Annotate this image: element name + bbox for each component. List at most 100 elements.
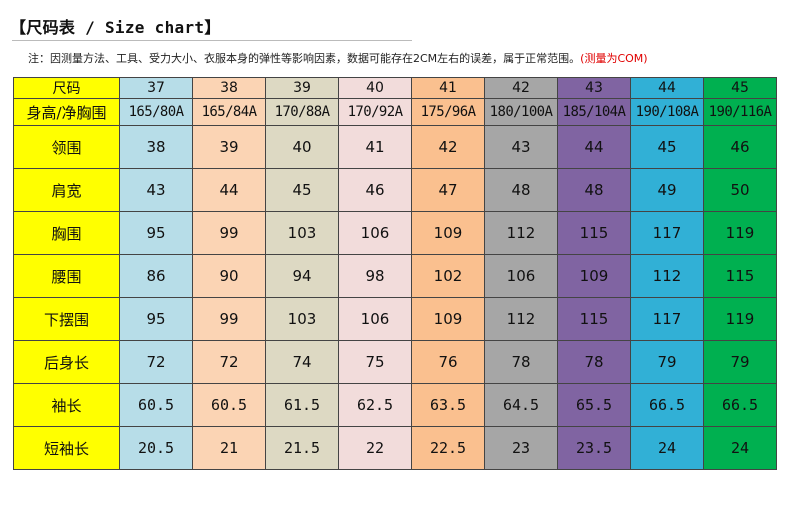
row-label: 领围: [13, 125, 120, 169]
table-cell: 21: [192, 426, 266, 470]
table-cell: 95: [119, 297, 193, 341]
table-row: 下摆围 95 99 103 106 109 112 115 117 119: [13, 297, 777, 341]
table-cell: 62.5: [338, 383, 412, 427]
table-cell: 24: [630, 426, 704, 470]
measurement-note: 注：因测量方法、工具、受力大小、衣服本身的弹性等影响因素，数据可能存在2CM左右…: [28, 50, 648, 66]
table-cell: 23: [484, 426, 558, 470]
table-row: 肩宽 43 44 45 46 47 48 48 49 50: [13, 168, 777, 212]
size-header-cell: 37: [119, 77, 193, 99]
table-cell: 102: [411, 254, 485, 298]
note-text: 注：因测量方法、工具、受力大小、衣服本身的弹性等影响因素，数据可能存在2CM左右…: [28, 52, 581, 65]
table-cell: 175/96A: [411, 98, 485, 126]
table-cell: 79: [703, 340, 777, 384]
table-cell: 170/92A: [338, 98, 412, 126]
table-cell: 115: [703, 254, 777, 298]
size-header-cell: 45: [703, 77, 777, 99]
row-label: 腰围: [13, 254, 120, 298]
table-cell: 40: [265, 125, 339, 169]
table-cell: 103: [265, 211, 339, 255]
table-cell: 48: [557, 168, 631, 212]
table-cell: 112: [484, 211, 558, 255]
size-header-cell: 38: [192, 77, 266, 99]
size-header-cell: 41: [411, 77, 485, 99]
table-cell: 46: [703, 125, 777, 169]
table-cell: 60.5: [192, 383, 266, 427]
table-cell: 22.5: [411, 426, 485, 470]
table-cell: 47: [411, 168, 485, 212]
table-cell: 23.5: [557, 426, 631, 470]
size-header-cell: 42: [484, 77, 558, 99]
table-cell: 78: [557, 340, 631, 384]
table-cell: 190/116A: [703, 98, 777, 126]
table-cell: 60.5: [119, 383, 193, 427]
table-cell: 21.5: [265, 426, 339, 470]
table-cell: 76: [411, 340, 485, 384]
table-cell: 112: [484, 297, 558, 341]
row-label: 短袖长: [13, 426, 120, 470]
table-row: 身高/净胸围 165/80A 165/84A 170/88A 170/92A 175/96…: [13, 98, 777, 126]
row-label: 尺码: [13, 77, 120, 99]
size-header-cell: 43: [557, 77, 631, 99]
table-cell: 38: [119, 125, 193, 169]
row-label: 胸围: [13, 211, 120, 255]
size-header-cell: 39: [265, 77, 339, 99]
table-cell: 45: [630, 125, 704, 169]
note-red-text: (测量为COM): [580, 52, 648, 65]
table-cell: 119: [703, 297, 777, 341]
table-cell: 24: [703, 426, 777, 470]
table-row: 领围 38 39 40 41 42 43 44 45 46: [13, 125, 777, 169]
table-cell: 115: [557, 297, 631, 341]
title-divider: [12, 40, 412, 41]
table-cell: 86: [119, 254, 193, 298]
table-cell: 94: [265, 254, 339, 298]
table-cell: 50: [703, 168, 777, 212]
table-cell: 106: [338, 211, 412, 255]
table-cell: 99: [192, 211, 266, 255]
table-cell: 106: [484, 254, 558, 298]
table-cell: 165/80A: [119, 98, 193, 126]
size-chart-table: 尺码 37 38 39 40 41 42 43 44 45 身高/净胸围 165/80A 165/84A…: [13, 77, 777, 470]
table-cell: 63.5: [411, 383, 485, 427]
table-cell: 115: [557, 211, 631, 255]
table-cell: 65.5: [557, 383, 631, 427]
row-label: 后身长: [13, 340, 120, 384]
table-cell: 49: [630, 168, 704, 212]
table-cell: 190/108A: [630, 98, 704, 126]
table-row: 胸围 95 99 103 106 109 112 115 117 119: [13, 211, 777, 255]
table-row: 后身长 72 72 74 75 76 78 78 79 79: [13, 340, 777, 384]
table-row: 腰围 86 90 94 98 102 106 109 112 115: [13, 254, 777, 298]
table-cell: 180/100A: [484, 98, 558, 126]
table-cell: 66.5: [703, 383, 777, 427]
table-row: 袖长 60.5 60.5 61.5 62.5 63.5 64.5 65.5 66.5 66.5: [13, 383, 777, 427]
table-cell: 98: [338, 254, 412, 298]
table-cell: 39: [192, 125, 266, 169]
table-cell: 44: [192, 168, 266, 212]
page-title: 【尺码表 / Size chart】: [10, 18, 221, 37]
table-cell: 48: [484, 168, 558, 212]
size-header-cell: 40: [338, 77, 412, 99]
table-cell: 43: [119, 168, 193, 212]
table-cell: 72: [119, 340, 193, 384]
table-cell: 45: [265, 168, 339, 212]
table-cell: 42: [411, 125, 485, 169]
table-cell: 109: [411, 211, 485, 255]
table-cell: 61.5: [265, 383, 339, 427]
table-cell: 44: [557, 125, 631, 169]
table-cell: 43: [484, 125, 558, 169]
table-cell: 74: [265, 340, 339, 384]
row-label: 身高/净胸围: [13, 98, 120, 126]
table-cell: 46: [338, 168, 412, 212]
table-cell: 119: [703, 211, 777, 255]
table-cell: 103: [265, 297, 339, 341]
table-cell: 79: [630, 340, 704, 384]
size-header-cell: 44: [630, 77, 704, 99]
table-cell: 117: [630, 211, 704, 255]
table-cell: 22: [338, 426, 412, 470]
table-cell: 66.5: [630, 383, 704, 427]
table-cell: 106: [338, 297, 412, 341]
table-cell: 109: [557, 254, 631, 298]
table-cell: 117: [630, 297, 704, 341]
table-cell: 170/88A: [265, 98, 339, 126]
table-cell: 185/104A: [557, 98, 631, 126]
table-cell: 20.5: [119, 426, 193, 470]
